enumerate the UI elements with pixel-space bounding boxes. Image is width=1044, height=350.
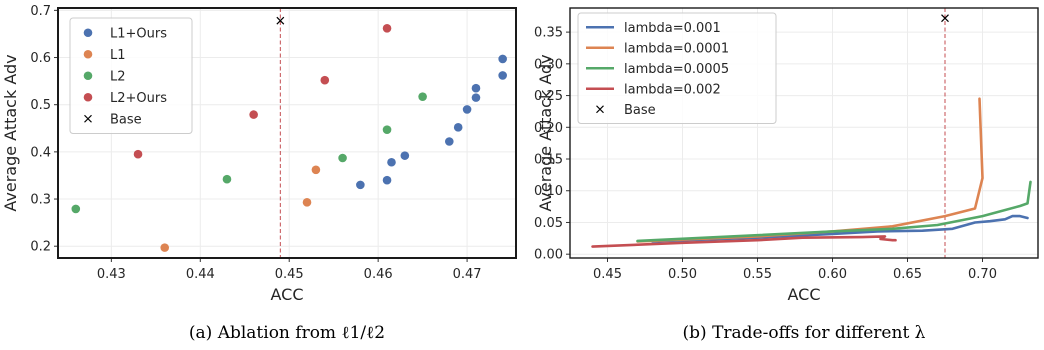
legend-swatch-base	[596, 105, 604, 114]
y-tick-label: 0.4	[30, 145, 51, 160]
x-tick-label: 0.43	[97, 267, 126, 282]
legend-label-base: Base	[110, 112, 142, 127]
x-tick-label: 0.45	[275, 267, 304, 282]
panel-tradeoffs: 0.45 0.50 0.55 0.60 0.65 0.70 0.00 0.05 0.10 0.15…	[534, 7, 1039, 343]
point-l1-ours	[498, 71, 507, 80]
x-tick-label: 0.50	[668, 267, 697, 282]
series-line-lambda-0-001	[651, 214, 1029, 243]
x-tick-label: 0.55	[743, 267, 772, 282]
point-l2	[71, 204, 81, 214]
point-l1-ours	[471, 83, 481, 93]
point-base	[276, 16, 285, 25]
panel-ablation: 0.43 0.44 0.45 0.46 0.47 0.2 0.3 0.4 0.5 0.6 0.7 AC…	[1, 4, 517, 343]
axes-frame	[57, 7, 517, 259]
point-l1-ours	[400, 151, 410, 160]
legend-label-l1-ours: L1+Ours	[110, 26, 167, 41]
series-line-lambda-0-0005	[636, 180, 1032, 243]
y-tick-label: 0.20	[534, 121, 563, 136]
y-tick-label: 0.10	[534, 184, 563, 199]
y-tick-label: 0.25	[534, 89, 563, 104]
legend-label-l2-ours: L2+Ours	[110, 91, 167, 106]
point-l1-ours	[471, 93, 481, 102]
point-l1-ours	[453, 123, 463, 132]
y-tick-label: 0.35	[534, 26, 563, 41]
x-tick-label: 0.44	[186, 267, 215, 282]
legend-swatch-l2-ours	[83, 92, 93, 102]
point-l1-ours	[445, 137, 454, 146]
plot-area	[71, 8, 507, 258]
legend-box	[577, 12, 777, 124]
point-l2	[382, 125, 392, 134]
legend-box	[69, 17, 193, 134]
x-tick-label: 0.70	[968, 267, 997, 282]
y-axis-label: Average Attack Adv	[536, 54, 555, 211]
point-l1-ours	[387, 157, 396, 167]
x-tick-label: 0.65	[893, 267, 922, 282]
legend-swatch-base	[84, 114, 92, 123]
point-l1-ours	[462, 105, 472, 114]
x-tick-label: 0.47	[453, 267, 482, 282]
point-l2	[338, 153, 347, 163]
x-tick-label: 0.46	[364, 267, 393, 282]
point-l1-ours	[356, 180, 365, 190]
x-axis-label: ACC	[270, 285, 303, 304]
y-axis-label: Average Attack Adv	[1, 54, 20, 211]
point-l1-ours	[498, 54, 507, 64]
point-base	[941, 14, 949, 23]
panel-caption: (a) Ablation from ℓ1/ℓ2	[189, 323, 385, 343]
point-l1	[302, 198, 312, 207]
legend-label-lambda-0-0005: lambda=0.0005	[624, 62, 729, 77]
legend-label-lambda-0-0001: lambda=0.0001	[624, 41, 729, 56]
y-tick-label: 0.3	[30, 193, 51, 208]
legend-label-l1: L1	[110, 48, 126, 63]
point-l2-ours	[249, 110, 258, 119]
point-l2-ours	[382, 23, 392, 33]
x-tick-label: 0.60	[818, 267, 847, 282]
y-tick-label: 0.5	[30, 98, 51, 113]
point-l1	[311, 165, 321, 175]
y-tick-label: 0.00	[534, 248, 563, 263]
legend-label-base: Base	[624, 103, 656, 118]
point-l1-ours	[382, 175, 392, 185]
axes-frame	[569, 7, 1039, 259]
point-l1	[160, 243, 170, 252]
legend-label-l2: L2	[110, 69, 126, 84]
point-l2	[222, 174, 232, 184]
y-tick-label: 0.6	[30, 51, 51, 66]
point-l2	[418, 92, 427, 101]
y-tick-label: 0.05	[534, 216, 563, 231]
legend-swatch-l1-ours	[83, 28, 93, 38]
y-tick-label: 0.2	[30, 240, 51, 255]
legend-swatch-l2	[83, 71, 93, 81]
y-tick-label: 0.7	[30, 4, 51, 19]
y-tick-label: 0.15	[534, 153, 563, 168]
y-tick-label: 0.30	[534, 57, 563, 72]
x-axis-label: ACC	[787, 285, 820, 304]
point-l2-ours	[320, 75, 330, 85]
plot-area	[591, 8, 1032, 258]
legend-label-lambda-0-001: lambda=0.001	[624, 21, 721, 36]
legend-swatch-l1	[83, 49, 93, 59]
point-l2-ours	[133, 149, 143, 159]
panel-caption: (b) Trade-offs for different λ	[683, 323, 926, 343]
x-tick-label: 0.45	[593, 267, 622, 282]
series-line-lambda-0-002	[591, 235, 897, 248]
legend-label-lambda-0-002: lambda=0.002	[624, 82, 721, 97]
